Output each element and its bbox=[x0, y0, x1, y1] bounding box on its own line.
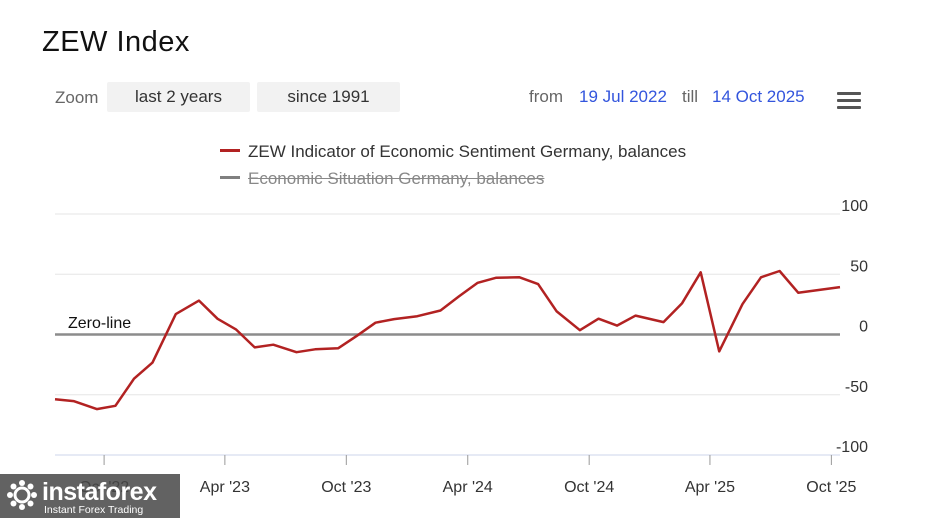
legend-swatch-situation bbox=[220, 176, 240, 180]
y-tick-label: 100 bbox=[841, 198, 868, 215]
x-tick-label: Oct '25 bbox=[806, 479, 856, 496]
logo-name: instaforex bbox=[42, 478, 157, 506]
legend-item-sentiment[interactable]: ZEW Indicator of Economic Sentiment Germ… bbox=[220, 142, 686, 162]
zoom-since-1991-button[interactable]: since 1991 bbox=[257, 82, 400, 112]
hamburger-icon[interactable] bbox=[837, 92, 861, 112]
logo-tagline: Instant Forex Trading bbox=[44, 504, 144, 516]
zero-line-annotation: Zero-line bbox=[68, 315, 131, 332]
instaforex-logo: instaforex Instant Forex Trading bbox=[0, 474, 180, 518]
x-tick-label: Apr '24 bbox=[443, 479, 493, 496]
x-tick-label: Apr '25 bbox=[685, 479, 735, 496]
range-from-input[interactable]: 19 Jul 2022 bbox=[579, 87, 667, 106]
menu-bar bbox=[837, 106, 861, 109]
legend-item-situation[interactable]: Economic Situation Germany, balances bbox=[220, 169, 544, 189]
series-line-sentiment[interactable] bbox=[54, 269, 841, 411]
y-tick-label: -50 bbox=[845, 379, 868, 396]
y-tick-label: -100 bbox=[836, 439, 868, 456]
page-title: ZEW Index bbox=[42, 26, 190, 58]
range-from-label: from bbox=[529, 87, 563, 106]
x-tick-label: Oct '23 bbox=[321, 479, 371, 496]
menu-bar bbox=[837, 92, 861, 95]
x-tick-label: Oct '24 bbox=[564, 479, 614, 496]
x-tick-label: Apr '23 bbox=[200, 479, 250, 496]
range-till-input[interactable]: 14 Oct 2025 bbox=[712, 87, 805, 106]
instaforex-logo-icon bbox=[7, 480, 37, 510]
range-till-label: till bbox=[682, 87, 699, 106]
zoom-label: Zoom bbox=[55, 88, 99, 107]
legend-label-situation: Economic Situation Germany, balances bbox=[248, 169, 545, 188]
y-tick-label: 50 bbox=[850, 258, 868, 275]
zoom-last-2-years-button[interactable]: last 2 years bbox=[107, 82, 250, 112]
y-tick-label: 0 bbox=[859, 319, 868, 336]
menu-bar bbox=[837, 99, 861, 102]
legend-swatch-sentiment bbox=[220, 149, 240, 153]
legend-label-sentiment: ZEW Indicator of Economic Sentiment Germ… bbox=[248, 142, 687, 161]
